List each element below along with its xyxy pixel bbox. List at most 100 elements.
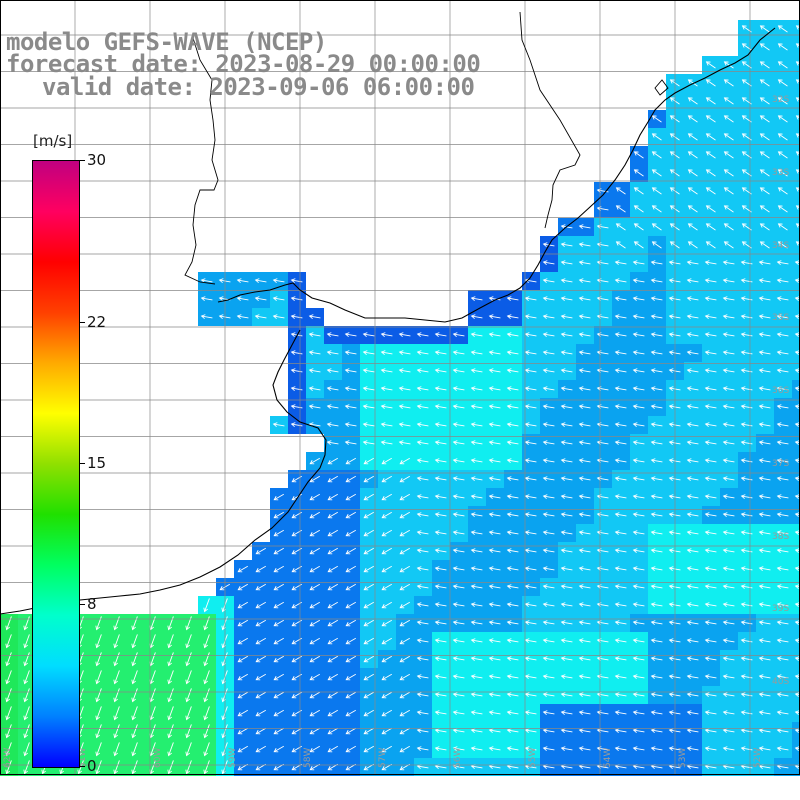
wind-arrow (362, 332, 375, 338)
wind-arrow (542, 494, 555, 500)
wind-arrow (578, 368, 591, 374)
wind-arrow (290, 314, 303, 320)
wind-arrow (650, 584, 663, 590)
wind-arrow (452, 746, 465, 752)
wind-arrow (5, 724, 12, 739)
wind-arrow (740, 674, 753, 680)
wind-arrow (452, 566, 465, 572)
wind-cell (792, 56, 800, 74)
wind-arrow (273, 529, 284, 537)
wind-arrow (399, 457, 410, 465)
wind-arrow (794, 638, 800, 644)
wind-arrow (578, 728, 591, 734)
wind-arrow (777, 25, 788, 33)
wind-arrow (398, 332, 411, 338)
wind-arrow (434, 674, 447, 680)
wind-arrow (650, 638, 663, 644)
wind-arrow (759, 43, 770, 51)
wind-arrow (399, 691, 410, 699)
wind-arrow (758, 296, 771, 302)
wind-arrow (416, 458, 429, 464)
wind-arrow (345, 583, 356, 591)
wind-arrow (723, 151, 734, 159)
wind-arrow (506, 512, 519, 518)
wind-arrow (632, 350, 645, 356)
wind-arrow (758, 710, 771, 716)
wind-arrow (776, 656, 789, 662)
wind-arrow (722, 620, 735, 626)
wind-arrow (434, 530, 447, 536)
wind-arrow (740, 278, 753, 284)
wind-arrow (578, 620, 591, 626)
colorbar-tick (79, 463, 85, 464)
longitude-label: 61W (78, 748, 88, 768)
wind-arrow (650, 260, 663, 266)
wind-arrow (470, 422, 483, 428)
wind-arrow (237, 727, 248, 735)
wind-arrow (705, 133, 716, 141)
wind-arrow (203, 706, 210, 721)
wind-arrow (255, 601, 266, 609)
wind-arrow (758, 314, 771, 320)
wind-arrow (578, 224, 591, 230)
wind-cell (792, 182, 800, 200)
wind-arrow (167, 706, 174, 721)
wind-arrow (704, 728, 717, 734)
wind-arrow (705, 223, 716, 231)
wind-arrow (524, 584, 537, 590)
wind-arrow (650, 404, 663, 410)
wind-arrow (488, 746, 501, 752)
wind-arrow (470, 602, 483, 608)
wind-arrow (614, 692, 627, 698)
wind-arrow (434, 566, 447, 572)
wind-arrow (776, 368, 789, 374)
wind-arrow (776, 494, 789, 500)
wind-arrow (399, 583, 410, 591)
wind-arrow (758, 458, 771, 464)
wind-arrow (758, 260, 771, 266)
wind-arrow (272, 296, 285, 302)
wind-arrow (632, 422, 645, 428)
wind-arrow (614, 566, 627, 572)
wind-arrow (506, 530, 519, 536)
wind-arrow (740, 710, 753, 716)
wind-arrow (273, 691, 284, 699)
wind-arrow (23, 760, 30, 775)
wind-arrow (380, 440, 393, 446)
wind-arrow (759, 187, 770, 195)
wind-arrow (345, 691, 356, 699)
longitude-label: 59W (228, 748, 238, 768)
wind-arrow (470, 494, 483, 500)
wind-arrow (794, 314, 800, 320)
wind-arrow (578, 602, 591, 608)
wind-arrow (560, 494, 573, 500)
wind-arrow (560, 674, 573, 680)
wind-arrow (434, 728, 447, 734)
wind-arrow (794, 566, 800, 572)
wind-arrow (5, 652, 12, 667)
wind-arrow (615, 205, 626, 213)
wind-arrow (200, 296, 213, 302)
wind-arrow (416, 638, 429, 644)
wind-arrow (381, 709, 392, 717)
wind-arrow (344, 440, 357, 446)
wind-arrow (470, 674, 483, 680)
wind-arrow (542, 728, 555, 734)
wind-arrow (416, 674, 429, 680)
wind-arrow (381, 727, 392, 735)
wind-arrow (686, 710, 699, 716)
wind-arrow (614, 638, 627, 644)
wind-arrow (794, 422, 800, 428)
wind-arrow (758, 602, 771, 608)
wind-arrow (488, 674, 501, 680)
wind-arrow (470, 350, 483, 356)
wind-arrow (416, 404, 429, 410)
wind-cell (792, 110, 800, 128)
wind-arrow (704, 746, 717, 752)
wind-arrow (236, 314, 249, 320)
wind-arrow (452, 422, 465, 428)
wind-arrow (758, 278, 771, 284)
wind-arrow (308, 386, 321, 392)
wind-arrow (327, 547, 338, 555)
wind-arrow (203, 634, 210, 649)
